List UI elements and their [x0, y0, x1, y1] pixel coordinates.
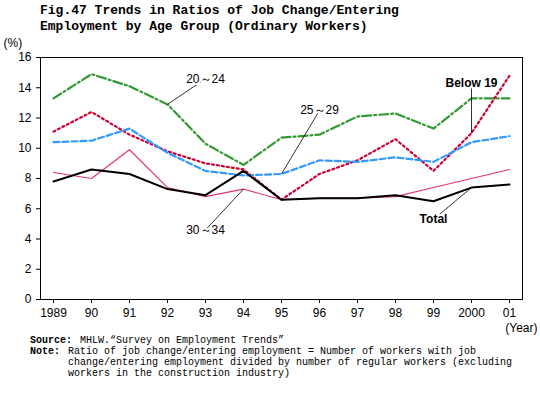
svg-text:Below 19: Below 19	[445, 76, 497, 90]
svg-text:93: 93	[199, 306, 213, 320]
svg-text:2000: 2000	[458, 306, 485, 320]
html-text:MHLW.“Survey on Employment Tre: MHLW.“Survey on Employment Trends”	[80, 335, 285, 346]
svg-text:12: 12	[18, 111, 32, 125]
svg-text:(Year): (Year)	[505, 321, 537, 335]
svg-text:14: 14	[18, 81, 32, 95]
svg-text:94: 94	[237, 306, 251, 320]
svg-text:16: 16	[18, 50, 32, 64]
svg-text:99: 99	[427, 306, 441, 320]
svg-text:97: 97	[351, 306, 365, 320]
svg-text:0: 0	[25, 292, 32, 306]
svg-text:91: 91	[123, 306, 137, 320]
svg-text:(%): (%)	[4, 36, 23, 50]
svg-text:98: 98	[389, 306, 403, 320]
svg-text:30～34: 30～34	[186, 223, 225, 237]
html-text:Note:: Note:	[30, 346, 60, 357]
html-text:Ratio of job change/entering e: Ratio of job change/entering employment …	[68, 346, 513, 379]
svg-text:25～29: 25～29	[300, 103, 339, 117]
svg-text:Total: Total	[420, 212, 448, 226]
svg-text:90: 90	[85, 306, 99, 320]
svg-text:1989: 1989	[40, 306, 67, 320]
svg-text:8: 8	[25, 171, 32, 185]
svg-text:01: 01	[503, 306, 517, 320]
svg-text:95: 95	[275, 306, 289, 320]
svg-text:6: 6	[25, 202, 32, 216]
html-text:Source:: Source:	[30, 335, 72, 346]
svg-text:4: 4	[25, 232, 32, 246]
svg-text:2: 2	[25, 262, 32, 276]
svg-text:10: 10	[18, 141, 32, 155]
svg-text:20～24: 20～24	[186, 72, 225, 86]
html-text:Fig.47 Trends in Ratios of Job: Fig.47 Trends in Ratios of Job Change/En…	[40, 3, 399, 34]
svg-text:92: 92	[161, 306, 175, 320]
svg-text:96: 96	[313, 306, 327, 320]
